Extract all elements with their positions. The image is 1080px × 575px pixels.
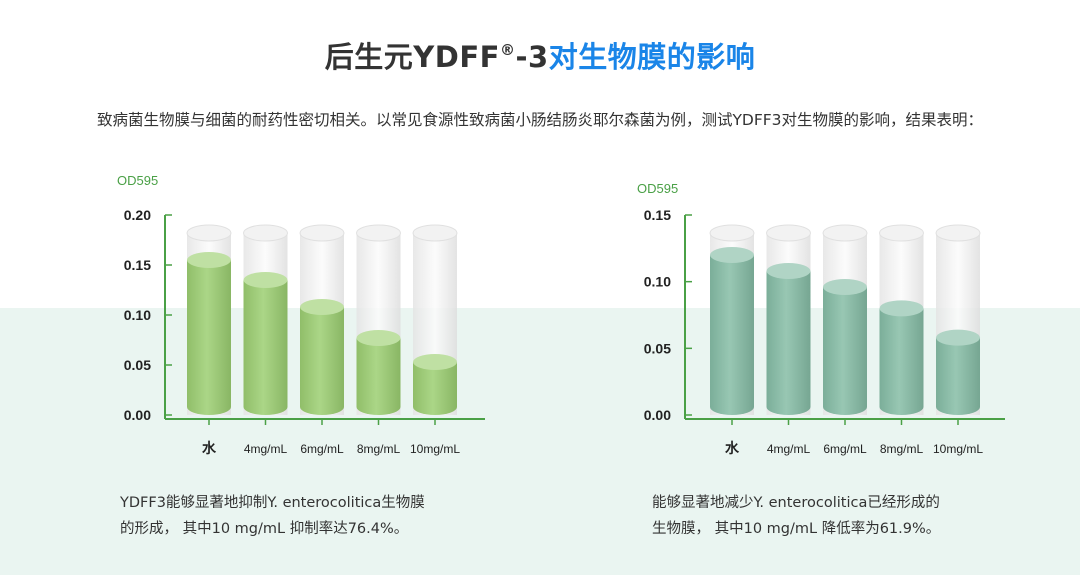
chart-left-svg: OD595 水 4mg/mL 6mg/mL 8mg/mL 10mg/mL 0.00 0.05 0… [117, 173, 485, 456]
left-bar-top-1 [243, 272, 288, 288]
left-tube-top-1 [243, 224, 288, 242]
left-bar-top-0 [187, 252, 231, 268]
caption-left-line2: 的形成， 其中10 mg/mL 抑制率达76.4%。 [120, 521, 409, 537]
left-bar-top-3 [356, 330, 401, 346]
right-tube-top-2 [822, 224, 868, 242]
intro-text: 致病菌生物膜与细菌的耐药性密切相关。以常见食源性致病菌小肠结肠炎耶尔森菌为例，测… [96, 111, 984, 129]
caption-left: YDFF3能够显著地抑制Y. enterocolitica生物膜 的形成， 其中… [120, 490, 500, 542]
title-highlight: 对生物膜的影响 [548, 40, 756, 74]
left-bar-4 [413, 362, 457, 415]
right-tube-top-1 [766, 224, 811, 242]
right-bar-top-4 [936, 329, 980, 346]
left-category-label-3: 8mg/mL [357, 442, 401, 456]
left-bar-1 [243, 280, 288, 415]
left-bar-top-2 [300, 299, 344, 315]
left-ylabel: OD595 [117, 173, 158, 188]
page-title: 后生元YDFF®-3对生物膜的影响 [0, 34, 1080, 76]
right-bar-2 [823, 287, 867, 415]
left-ytick-label-4: 0.20 [124, 207, 151, 223]
right-category-label-3: 8mg/mL [880, 442, 924, 456]
left-ytick-label-0: 0.00 [124, 407, 151, 423]
caption-right: 能够显著地减少Y. enterocolitica已经形成的 生物膜， 其中10 … [652, 490, 1032, 542]
right-bar-top-1 [766, 263, 811, 279]
left-ytick-label-3: 0.15 [124, 257, 151, 273]
right-bar-top-2 [823, 279, 867, 295]
left-ytick-label-2: 0.10 [124, 307, 151, 323]
left-bar-2 [300, 307, 344, 415]
right-tube-top-0 [709, 224, 755, 242]
left-tube-top-2 [299, 224, 345, 242]
chart-right-svg: OD595 水 4mg/mL 6mg/mL 8mg/mL 10mg/mL 0.00 0.05 0… [637, 181, 1005, 456]
caption-left-line1: YDFF3能够显著地抑制Y. enterocolitica生物膜 [120, 495, 425, 511]
right-bar-3 [879, 308, 924, 415]
chart-left: OD595 水 4mg/mL 6mg/mL 8mg/mL 10mg/mL 0.00 0.05 0… [95, 160, 495, 470]
right-bar-1 [766, 271, 811, 415]
right-ytick-label-1: 0.05 [644, 340, 671, 356]
caption-right-line2: 生物膜， 其中10 mg/mL 降低率为61.9%。 [652, 521, 941, 537]
right-bar-0 [710, 255, 754, 415]
right-ytick-label-0: 0.00 [644, 407, 671, 423]
title-dash: -3 [515, 40, 549, 74]
chart-right: OD595 水 4mg/mL 6mg/mL 8mg/mL 10mg/mL 0.00 0.05 0… [615, 160, 1015, 470]
left-bar-top-4 [413, 354, 457, 370]
right-ylabel: OD595 [637, 181, 678, 196]
left-bar-0 [187, 260, 231, 415]
left-tube-top-4 [412, 224, 458, 242]
right-tube-top-3 [879, 224, 924, 242]
left-category-label-0: 水 [202, 440, 217, 456]
right-bar-top-0 [710, 247, 754, 263]
right-category-label-1: 4mg/mL [767, 442, 811, 456]
right-category-label-2: 6mg/mL [823, 442, 867, 456]
right-category-label-0: 水 [725, 440, 740, 456]
right-ytick-label-3: 0.15 [644, 207, 671, 223]
right-bar-4 [936, 337, 980, 415]
caption-right-line1: 能够显著地减少Y. enterocolitica已经形成的 [652, 495, 940, 511]
right-tube-top-4 [935, 224, 981, 242]
right-category-label-4: 10mg/mL [933, 442, 983, 456]
title-prefix: 后生元YDFF [324, 40, 500, 74]
left-category-label-4: 10mg/mL [410, 442, 460, 456]
left-ytick-label-1: 0.05 [124, 357, 151, 373]
left-bar-3 [356, 338, 401, 415]
right-bar-top-3 [879, 300, 924, 317]
left-tube-top-0 [186, 224, 232, 242]
left-category-label-1: 4mg/mL [244, 442, 288, 456]
registered-mark: ® [499, 41, 516, 59]
left-category-label-2: 6mg/mL [300, 442, 344, 456]
left-tube-top-3 [356, 224, 401, 242]
right-ytick-label-2: 0.10 [644, 274, 671, 290]
